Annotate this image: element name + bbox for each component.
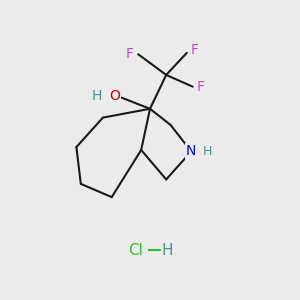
Text: F: F: [126, 47, 134, 61]
Text: Cl: Cl: [128, 243, 143, 258]
Text: N: N: [186, 145, 196, 158]
Text: O: O: [109, 88, 120, 103]
Text: H: H: [92, 88, 102, 103]
Text: F: F: [191, 44, 199, 58]
Text: H: H: [162, 243, 173, 258]
Text: H: H: [203, 145, 212, 158]
Text: F: F: [197, 80, 205, 94]
